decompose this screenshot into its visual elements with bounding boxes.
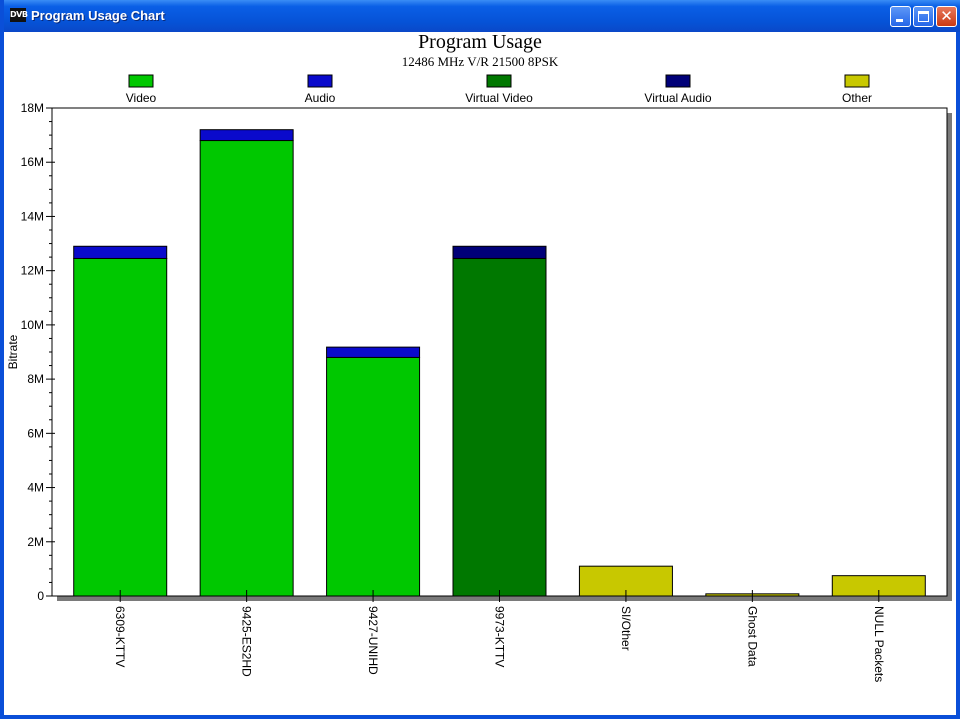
legend-label: Virtual Video: [465, 91, 533, 105]
y-tick-label: 6M: [27, 426, 44, 440]
y-tick-label: 8M: [27, 372, 44, 386]
x-tick-label: 6309-KTTV: [113, 606, 127, 667]
y-tick-label: 16M: [21, 155, 44, 169]
legend-label: Other: [842, 91, 872, 105]
minimize-button[interactable]: [890, 6, 911, 27]
bar-9425-es2hd-video: [199, 140, 294, 597]
y-tick-label: 18M: [21, 101, 44, 115]
x-tick-label: 9427-UNIHD: [366, 606, 380, 675]
y-tick-label: 4M: [27, 481, 44, 495]
legend-swatch-virtual-video: [486, 74, 512, 88]
y-tick-label: 12M: [21, 264, 44, 278]
chart-subtitle: 12486 MHz V/R 21500 8PSK: [401, 54, 559, 69]
legend-label: Audio: [305, 91, 336, 105]
legend-label: Virtual Audio: [644, 91, 711, 105]
y-tick-label: 2M: [27, 535, 44, 549]
chart-title: Program Usage: [418, 31, 542, 53]
title-bar[interactable]: DVB Program Usage Chart ✕: [4, 0, 960, 32]
legend-swatch-other: [844, 74, 870, 88]
bar-9425-es2hd-audio: [199, 129, 294, 142]
legend-swatch-virtual-audio: [665, 74, 691, 88]
y-tick-label: 10M: [21, 318, 44, 332]
x-tick-label: Ghost Data: [745, 606, 759, 667]
maximize-button[interactable]: [913, 6, 934, 27]
bar-6309-kttv-audio: [73, 245, 168, 259]
bar-9427-unihd-video: [326, 356, 421, 597]
close-icon: ✕: [940, 7, 953, 25]
y-axis-label: Bitrate: [6, 334, 20, 369]
x-tick-label: NULL Packets: [872, 606, 886, 682]
window-title: Program Usage Chart: [31, 8, 165, 23]
bar-6309-kttv-video: [73, 257, 168, 597]
dvb-app-icon[interactable]: DVB: [10, 8, 28, 22]
legend-swatch-video: [128, 74, 154, 88]
bar-9973-kttv-virtual-video: [452, 257, 547, 597]
y-tick-label: 14M: [21, 209, 44, 223]
legend-label: Video: [126, 91, 157, 105]
maximize-icon: [918, 11, 929, 22]
x-tick-label: 9425-ES2HD: [240, 606, 254, 677]
x-tick-label: 9973-KTTV: [493, 606, 507, 667]
close-button[interactable]: ✕: [936, 6, 957, 27]
legend-swatch-audio: [307, 74, 333, 88]
y-tick-label: 0: [37, 589, 44, 603]
bar-9973-kttv-virtual-audio: [452, 245, 547, 259]
x-tick-label: SI/Other: [619, 606, 633, 651]
minimize-icon: [896, 19, 903, 22]
bar-9427-unihd-audio: [326, 346, 421, 358]
